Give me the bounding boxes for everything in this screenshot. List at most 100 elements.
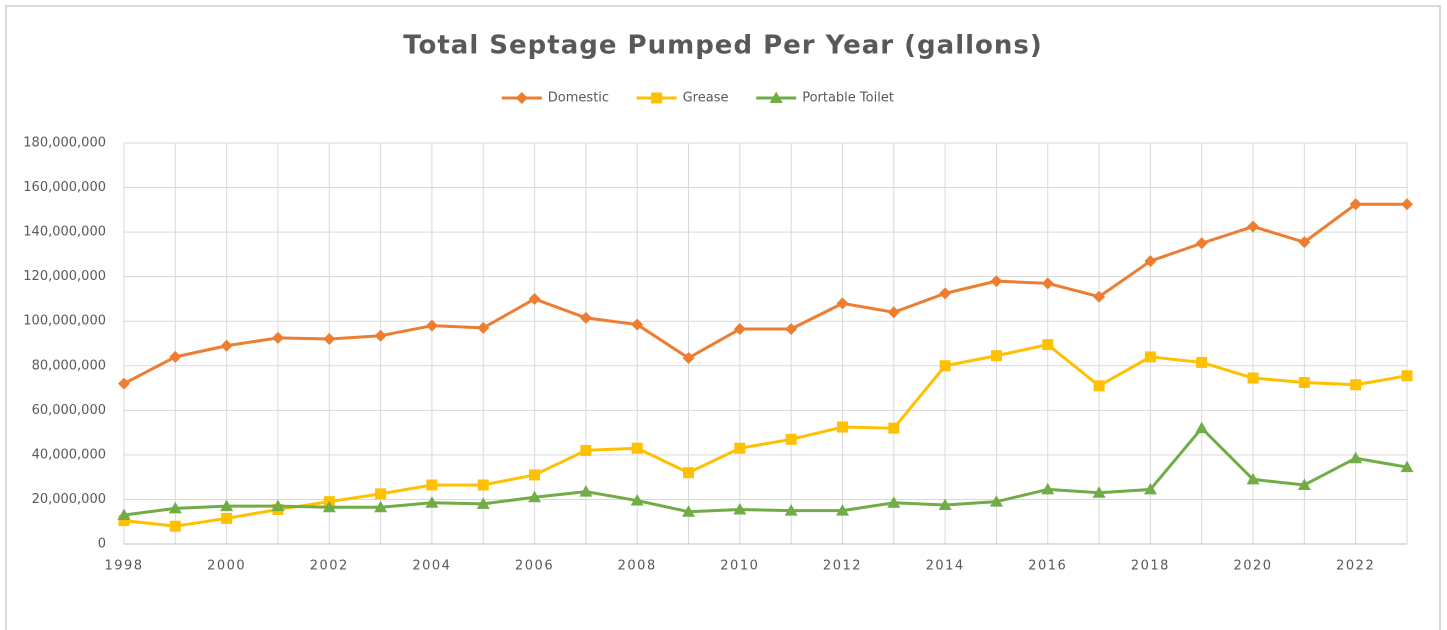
marker <box>1349 451 1363 464</box>
marker <box>425 496 439 508</box>
line <box>123 343 1408 528</box>
marker <box>477 479 489 491</box>
marker <box>221 512 233 524</box>
marker <box>1298 236 1311 249</box>
marker <box>939 287 952 300</box>
y-tick-label: 60,000,000 <box>32 403 106 418</box>
marker <box>1093 290 1106 303</box>
y-tick-label: 160,000,000 <box>23 180 106 195</box>
legend-label: Domestic <box>548 91 609 106</box>
marker <box>1195 237 1208 250</box>
marker <box>1041 482 1055 495</box>
marker <box>374 500 388 513</box>
y-tick-label: 80,000,000 <box>32 358 106 373</box>
x-tick-label: 2018 <box>1131 559 1170 574</box>
marker <box>1247 372 1259 384</box>
marker <box>1247 220 1260 233</box>
legend-label: Portable Toilet <box>802 91 894 106</box>
y-tick-label: 40,000,000 <box>32 447 106 462</box>
marker <box>220 339 233 352</box>
marker <box>631 318 644 331</box>
marker <box>1350 379 1362 391</box>
x-tick-label: 2010 <box>720 559 759 574</box>
marker <box>1400 460 1414 473</box>
marker <box>1093 380 1105 392</box>
marker <box>117 508 131 521</box>
marker <box>118 515 130 527</box>
marker <box>836 421 848 433</box>
marker <box>1143 482 1157 495</box>
marker <box>322 500 336 513</box>
marker <box>118 377 130 390</box>
x-tick-label: 1998 <box>104 559 143 574</box>
x-tick-label: 2000 <box>207 559 246 574</box>
marker <box>734 442 746 454</box>
marker <box>1349 198 1362 211</box>
line <box>123 426 1408 517</box>
marker <box>476 497 490 509</box>
marker <box>426 479 438 491</box>
x-tick-label: 2006 <box>515 559 554 574</box>
marker <box>784 504 798 516</box>
chart-title: Total Septage Pumped Per Year (gallons) <box>403 31 1043 61</box>
x-tick-label: 2012 <box>823 559 862 574</box>
marker <box>785 433 797 445</box>
marker <box>990 350 1002 362</box>
marker <box>1144 255 1157 268</box>
marker <box>1042 339 1054 351</box>
marker <box>169 520 181 532</box>
chart-frame <box>5 5 1441 630</box>
marker <box>785 323 798 336</box>
marker <box>580 444 592 456</box>
marker <box>1298 376 1310 388</box>
line <box>123 202 1407 385</box>
marker <box>990 275 1003 288</box>
x-tick-label: 2008 <box>618 559 657 574</box>
marker <box>1144 351 1156 363</box>
x-tick-label: 2014 <box>926 559 965 574</box>
marker <box>1041 277 1054 290</box>
x-tick-label: 2004 <box>412 559 451 574</box>
marker <box>630 494 644 506</box>
y-tick-label: 20,000,000 <box>32 492 106 507</box>
marker <box>529 469 541 481</box>
marker <box>733 323 746 336</box>
marker <box>169 350 182 363</box>
marker <box>323 333 336 346</box>
marker <box>733 502 747 515</box>
marker <box>375 488 387 500</box>
marker <box>631 442 643 454</box>
marker <box>938 498 952 511</box>
marker <box>528 292 541 305</box>
x-tick-label: 2002 <box>310 559 349 574</box>
marker <box>168 501 182 514</box>
marker <box>836 297 849 310</box>
marker <box>271 331 284 344</box>
marker <box>579 485 593 497</box>
marker <box>477 321 490 334</box>
y-tick-label: 0 <box>98 537 106 552</box>
y-tick-label: 180,000,000 <box>23 136 106 151</box>
x-tick-label: 2022 <box>1336 559 1375 574</box>
marker <box>1195 421 1209 434</box>
marker <box>651 92 663 104</box>
marker <box>579 311 592 324</box>
legend-label: Grease <box>683 91 729 106</box>
marker <box>425 319 438 332</box>
marker <box>528 490 542 503</box>
marker <box>1401 370 1413 382</box>
y-tick-label: 120,000,000 <box>23 269 106 284</box>
marker <box>515 92 528 104</box>
marker <box>1246 472 1260 485</box>
marker <box>887 306 900 319</box>
marker <box>271 499 285 512</box>
marker <box>374 329 387 342</box>
marker <box>769 91 783 103</box>
y-tick-label: 100,000,000 <box>23 314 106 329</box>
marker <box>1092 486 1106 498</box>
y-tick-label: 140,000,000 <box>23 225 106 240</box>
marker <box>1196 356 1208 368</box>
marker <box>1401 198 1413 211</box>
x-tick-label: 2020 <box>1233 559 1272 574</box>
